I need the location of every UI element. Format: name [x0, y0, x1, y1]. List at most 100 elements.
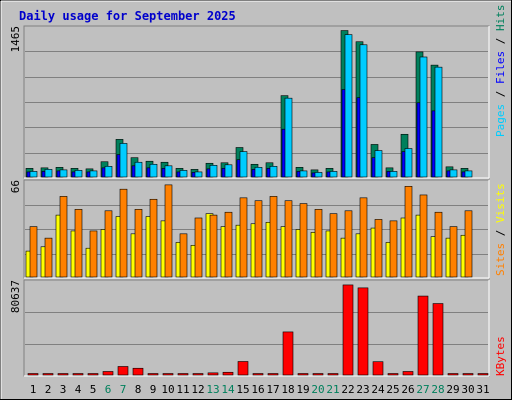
day-label: 10 — [161, 383, 174, 396]
day-label: 12 — [191, 383, 204, 396]
max-label-visits: 66 — [9, 180, 22, 193]
bar-pages — [44, 169, 53, 178]
bar-sites — [209, 214, 218, 278]
bar-sites — [254, 200, 263, 278]
bar-kbytes — [342, 284, 354, 376]
bar-pages — [449, 169, 458, 178]
panel-hits — [23, 25, 490, 179]
bar-kbytes — [177, 373, 189, 376]
bar-sites — [314, 209, 323, 278]
bar-sites — [224, 211, 233, 278]
bar-kbytes — [372, 361, 384, 376]
bar-kbytes — [207, 372, 219, 376]
bar-pages — [164, 165, 173, 178]
bar-pages — [224, 164, 233, 178]
bar-pages — [329, 171, 338, 178]
day-label: 13 — [206, 383, 219, 396]
day-label: 20 — [311, 383, 324, 396]
day-label: 17 — [266, 383, 279, 396]
chart-title: Daily usage for September 2025 — [19, 9, 236, 23]
bar-kbytes — [237, 361, 249, 376]
bar-sites — [449, 226, 458, 278]
bar-pages — [344, 34, 353, 178]
bar-kbytes — [27, 373, 39, 376]
legend-files: Files — [494, 51, 507, 84]
bar-sites — [74, 209, 83, 278]
legend-sites: Sites — [494, 243, 507, 276]
bar-pages — [269, 166, 278, 178]
bar-sites — [149, 198, 158, 278]
bar-sites — [299, 203, 308, 278]
bar-kbytes — [387, 373, 399, 376]
bar-kbytes — [117, 366, 129, 376]
bar-kbytes — [477, 373, 489, 376]
bar-pages — [314, 172, 323, 178]
bar-pages — [119, 143, 128, 178]
day-label: 30 — [461, 383, 474, 396]
bar-pages — [299, 170, 308, 178]
day-label: 22 — [341, 383, 354, 396]
bar-kbytes — [147, 373, 159, 376]
bar-kbytes — [87, 373, 99, 376]
bar-pages — [284, 97, 293, 178]
legend-pages: Pages — [494, 104, 507, 137]
bar-pages — [29, 171, 38, 178]
bar-kbytes — [267, 373, 279, 376]
bar-pages — [134, 161, 143, 178]
bar-pages — [419, 56, 428, 178]
bar-kbytes — [357, 287, 369, 376]
bar-sites — [434, 211, 443, 278]
bar-kbytes — [402, 371, 414, 376]
legend-kbytes: KBytes — [494, 336, 507, 376]
day-label: 29 — [446, 383, 459, 396]
bar-kbytes — [252, 373, 264, 376]
day-label: 18 — [281, 383, 294, 396]
bar-kbytes — [222, 371, 234, 376]
day-label: 1 — [30, 383, 37, 396]
bar-kbytes — [417, 295, 429, 376]
day-label: 31 — [476, 383, 489, 396]
bar-pages — [179, 170, 188, 178]
bar-kbytes — [282, 331, 294, 376]
day-label: 2 — [45, 383, 52, 396]
bar-kbytes — [462, 373, 474, 376]
day-label: 28 — [431, 383, 444, 396]
legend-hits-files-pages: Pages / Files / Hits — [494, 5, 507, 138]
day-label: 16 — [251, 383, 264, 396]
bar-kbytes — [42, 373, 54, 376]
bar-sites — [164, 184, 173, 278]
bar-pages — [464, 170, 473, 178]
day-label: 15 — [236, 383, 249, 396]
bar-kbytes — [327, 373, 339, 376]
bar-sites — [44, 237, 53, 278]
max-label-kbytes: 80637 — [9, 280, 22, 313]
bar-pages — [194, 171, 203, 178]
day-label: 23 — [356, 383, 369, 396]
bar-pages — [104, 166, 113, 178]
bar-sites — [419, 194, 428, 278]
bar-kbytes — [132, 367, 144, 376]
bar-sites — [119, 188, 128, 278]
bar-kbytes — [432, 303, 444, 376]
bar-kbytes — [102, 371, 114, 376]
bar-sites — [284, 200, 293, 278]
legend-sites-visits: Sites / Visits — [494, 183, 507, 276]
bar-sites — [194, 217, 203, 278]
day-label: 5 — [90, 383, 97, 396]
bar-pages — [374, 150, 383, 178]
bar-sites — [104, 210, 113, 278]
bar-pages — [209, 165, 218, 178]
max-label-hits: 1465 — [9, 26, 22, 53]
bar-kbytes — [72, 373, 84, 376]
bar-pages — [239, 151, 248, 178]
day-label: 24 — [371, 383, 385, 396]
bar-kbytes — [312, 373, 324, 376]
day-label: 4 — [75, 383, 82, 396]
bar-sites — [359, 197, 368, 278]
day-label: 3 — [60, 383, 67, 396]
day-label: 6 — [105, 383, 112, 396]
bar-pages — [59, 169, 68, 178]
bar-pages — [359, 44, 368, 178]
bar-sites — [374, 219, 383, 278]
